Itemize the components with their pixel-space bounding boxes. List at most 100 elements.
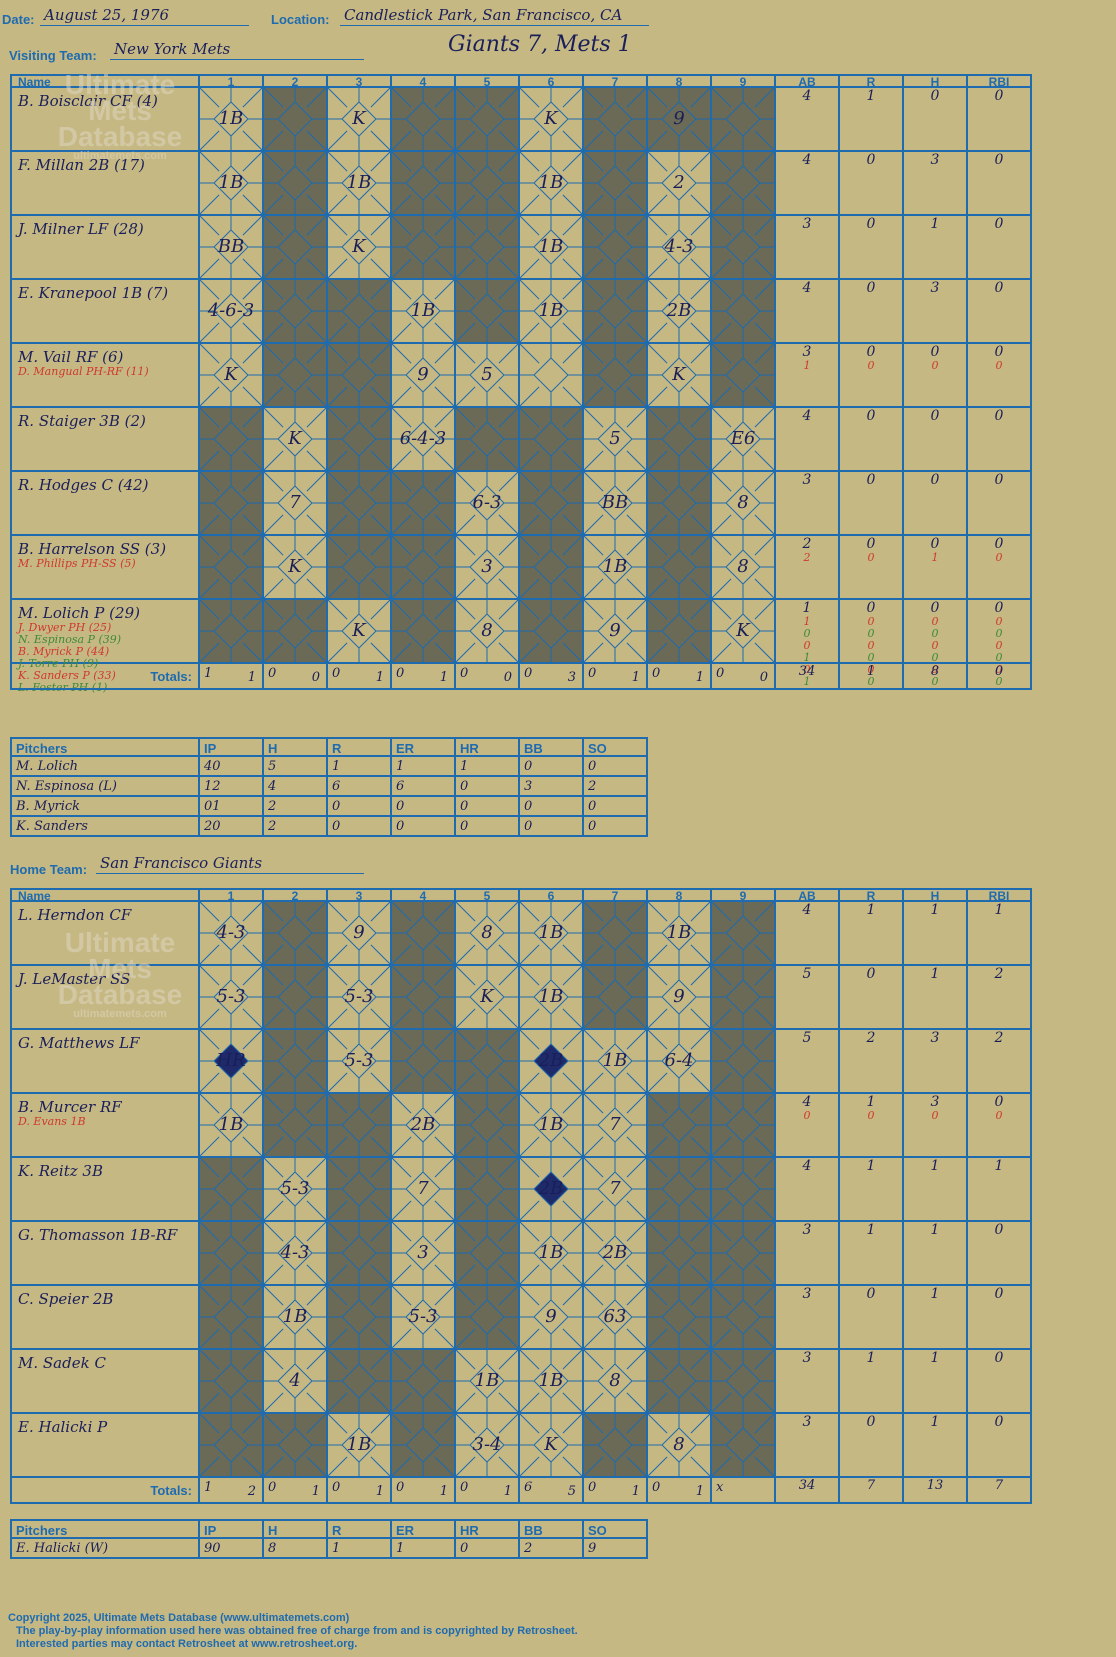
home-player-row: B. Murcer RF D. Evans 1B 1B 2B 1B 7 4 0 1 0 3 0 0 0 xyxy=(10,1094,1032,1158)
home-inning-cell xyxy=(328,1350,392,1414)
visitors-inning-cell xyxy=(584,88,648,152)
home-stat-ab: 3 xyxy=(776,1286,840,1350)
home-stat-h: 1 xyxy=(904,902,968,966)
visitors-col-header-5: 5 xyxy=(456,74,520,88)
home-pitchers-header: Pitchers IP H R ER HR BB SO xyxy=(10,1519,648,1539)
visitors-stat-r: 1 xyxy=(840,88,904,152)
home-inning-cell: 2B xyxy=(520,1030,584,1094)
play-result: 3-4 xyxy=(472,1434,502,1455)
visitors-inning-cell xyxy=(456,88,520,152)
visitors-inning-cell xyxy=(456,216,520,280)
home-inning-cell: 5-3 xyxy=(200,966,264,1030)
play-result: 3 xyxy=(417,1242,429,1263)
home-inning-cell xyxy=(648,1222,712,1286)
visitors-inning-cell xyxy=(712,280,776,344)
substitute-name: K. Sanders P (33) xyxy=(18,669,116,682)
visitors-col-header-3: 3 xyxy=(328,74,392,88)
home-inning-cell xyxy=(392,966,456,1030)
home-col-header-3: 3 xyxy=(328,888,392,902)
play-result: 9 xyxy=(353,922,365,943)
home-player-row: L. Herndon CF 4-3 9 8 1B 1B 4 1 1 1 xyxy=(10,902,1032,966)
total-r: 7 xyxy=(840,1478,904,1504)
visitors-stat-r: 0 xyxy=(840,216,904,280)
home-inning-cell xyxy=(456,1286,520,1350)
play-result: K xyxy=(736,620,750,641)
visitors-inning-cell: 8 xyxy=(712,536,776,600)
home-inning-cell xyxy=(584,1414,648,1478)
home-inning-cell xyxy=(456,1094,520,1158)
visitors-inning-cell xyxy=(264,216,328,280)
visitors-col-header-7: 7 xyxy=(584,74,648,88)
home-inning-cell xyxy=(200,1158,264,1222)
visitors-player-name-cell: F. Millan 2B (17) xyxy=(10,152,200,216)
visitors-inning-cell: K xyxy=(328,216,392,280)
home-stat-r: 1 xyxy=(840,1222,904,1286)
home-stat-rbi: 2 xyxy=(968,1030,1032,1094)
visitors-stat-rbi: 0 xyxy=(968,280,1032,344)
home-col-header-13: RBI xyxy=(968,888,1032,902)
home-inning-cell: 1B xyxy=(200,1094,264,1158)
play-result: 1B xyxy=(218,1114,244,1135)
play-result: 5-3 xyxy=(280,1178,310,1199)
visitors-inning-cell: 9 xyxy=(392,344,456,408)
play-result: 8 xyxy=(673,1434,685,1455)
home-inning-cell xyxy=(200,1414,264,1478)
visitors-inning-cell xyxy=(712,88,776,152)
play-result: K xyxy=(544,1434,558,1455)
visitors-inning-cell xyxy=(648,600,712,664)
home-col-header-4: 4 xyxy=(392,888,456,902)
total-r: 1 xyxy=(840,664,904,690)
home-inning-cell: 1B xyxy=(520,1094,584,1158)
visiting-team-label: Visiting Team: xyxy=(9,48,97,63)
visitors-inning-cell xyxy=(712,344,776,408)
visitors-col-header-1: 1 xyxy=(200,74,264,88)
visitors-inning-cell xyxy=(584,344,648,408)
visitors-inning-cell xyxy=(648,472,712,536)
visitors-totals-row: Totals: 1 1 0 0 0 1 0 1 0 0 0 3 0 1 0 1 0 0 34 1 8 0 xyxy=(10,664,1032,690)
visitors-inning-cell: 2 xyxy=(648,152,712,216)
totals-label: Totals: xyxy=(10,664,200,690)
player-name: F. Millan 2B (17) xyxy=(18,156,145,174)
copyright-line-2: The play-by-play information used here w… xyxy=(16,1625,578,1637)
visitors-inning-cell xyxy=(392,536,456,600)
home-col-header-0: Name xyxy=(10,888,200,902)
player-name: L. Herndon CF xyxy=(18,906,132,924)
visitors-stat-rbi: 0 xyxy=(968,216,1032,280)
visitors-player-name-cell: M. Vail RF (6) D. Mangual PH-RF (11) xyxy=(10,344,200,408)
total-rbi: 7 xyxy=(968,1478,1032,1504)
home-inning-cell xyxy=(712,1286,776,1350)
play-result: K xyxy=(352,236,366,257)
copyright-line-1: Copyright 2025, Ultimate Mets Database (… xyxy=(8,1612,350,1624)
home-inning-cell: 9 xyxy=(328,902,392,966)
player-name: B. Harrelson SS (3) xyxy=(18,540,167,558)
play-result: 2B xyxy=(666,300,692,321)
substitute-name: J. Torre PH (9) xyxy=(18,657,99,670)
visitors-inning-cell: 4-3 xyxy=(648,216,712,280)
home-col-header-1: 1 xyxy=(200,888,264,902)
play-result: BB xyxy=(217,236,245,257)
visitors-scorecard: Name 1 2 3 4 5 6 7 8 9 AB R H RBI B. Boisclair CF (4) 1… xyxy=(10,74,1096,724)
home-inning-cell: 3 xyxy=(392,1222,456,1286)
total-rbi: 0 xyxy=(968,664,1032,690)
home-col-header-11: R xyxy=(840,888,904,902)
visitors-inning-cell xyxy=(712,152,776,216)
home-player-row: G. Thomasson 1B-RF 4-3 3 1B 2B 3 1 1 0 xyxy=(10,1222,1032,1286)
home-inning-cell xyxy=(648,1158,712,1222)
visitor-pitcher-row: B. Myrick 01 2 0 0 0 0 0 xyxy=(10,797,648,817)
home-stat-h: 3 xyxy=(904,1030,968,1094)
home-player-name-cell: E. Halicki P xyxy=(10,1414,200,1478)
visitors-inning-cell: 2B xyxy=(648,280,712,344)
substitute-name: L. Foster PH (1) xyxy=(18,681,108,694)
home-stat-rbi: 1 xyxy=(968,1158,1032,1222)
visitors-stat-rbi: 0 xyxy=(968,472,1032,536)
play-result: 4-3 xyxy=(280,1242,310,1263)
